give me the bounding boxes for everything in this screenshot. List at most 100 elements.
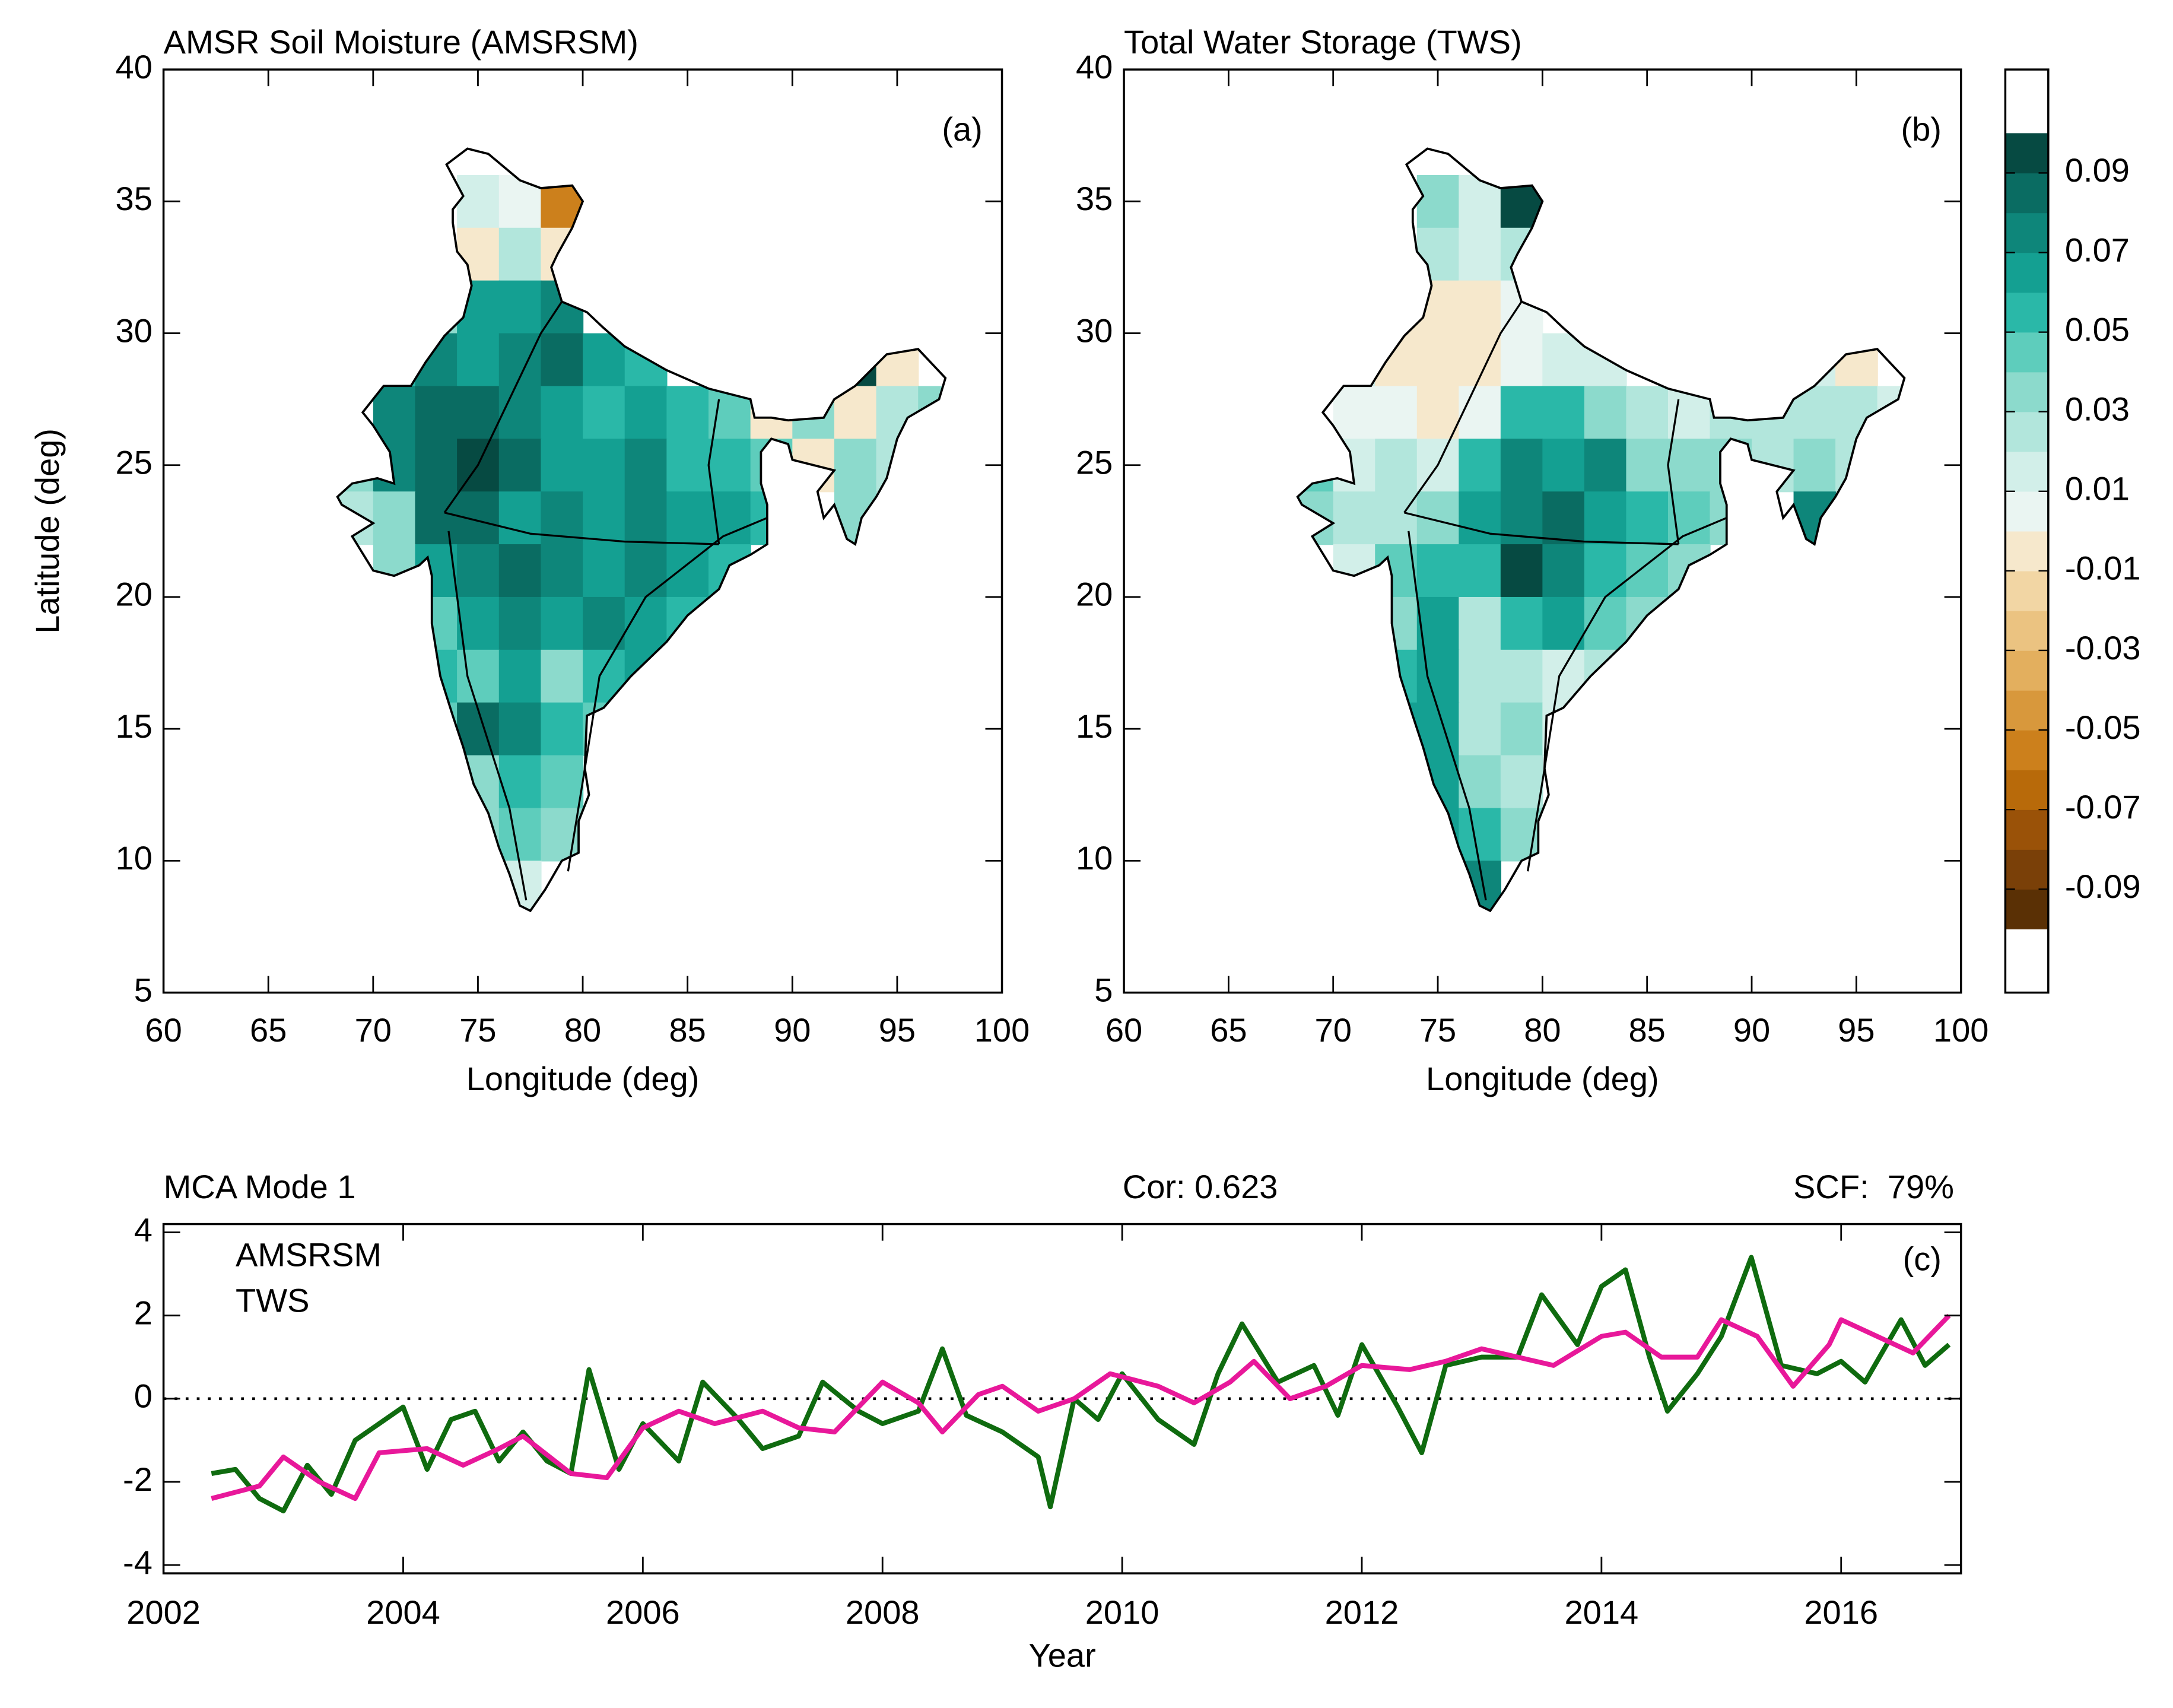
- grid-cell: [1416, 649, 1460, 703]
- region-boundary: [1667, 399, 1680, 545]
- y-tick-label: 30: [1076, 312, 1113, 349]
- colorbar-bin: [2005, 332, 2048, 373]
- grid-cell: [583, 702, 625, 756]
- grid-cell: [498, 649, 542, 703]
- grid-cell: [415, 386, 458, 440]
- grid-cell: [1667, 544, 1711, 598]
- grid-cell: [1459, 596, 1502, 650]
- grid-cell: [498, 596, 542, 650]
- grid-cell: [498, 544, 542, 598]
- grid-cell: [541, 439, 584, 493]
- grid-cell: [1584, 544, 1627, 598]
- grid-cell: [1375, 386, 1418, 440]
- panel-title: MCA Mode 1: [164, 1168, 356, 1205]
- colorbar-frame: [2004, 68, 2050, 994]
- grid-cell: [1542, 596, 1586, 650]
- grid-cell: [1584, 439, 1627, 493]
- cells: [337, 174, 946, 911]
- x-tick-label: 70: [355, 1011, 392, 1049]
- region-boundary: [443, 301, 563, 513]
- x-tick-label: 2006: [606, 1593, 680, 1631]
- grid-cell: [1375, 491, 1418, 545]
- grid-cell: [583, 544, 625, 598]
- x-tick-label: 100: [974, 1011, 1030, 1049]
- grid-cell: [1459, 808, 1502, 862]
- country-outline: [1296, 147, 1906, 913]
- grid-cell: [457, 227, 500, 281]
- grid-cell: [1500, 755, 1543, 809]
- x-tick-label: 90: [774, 1011, 811, 1049]
- grid-cell: [373, 386, 416, 440]
- grid-cell: [415, 280, 458, 334]
- colorbar-bin: [2005, 849, 2048, 890]
- colorbar-tick-label: -0.09: [2065, 868, 2141, 905]
- series-line: [211, 1313, 1951, 1501]
- grid-cell: [1877, 386, 1905, 440]
- y-tick-label: -2: [123, 1461, 153, 1498]
- panel-label: (b): [1901, 110, 1942, 148]
- region-boundary: [447, 531, 528, 901]
- grid-cell: [541, 649, 584, 703]
- x-tick-label: 2014: [1565, 1593, 1639, 1631]
- colorbar-tick-label: -0.05: [2065, 709, 2141, 746]
- colorbar-bin: [2005, 809, 2048, 850]
- grid-cell: [1459, 227, 1502, 281]
- annotation: SCF: 79%: [1793, 1168, 1954, 1205]
- grid-cell: [1333, 333, 1376, 387]
- grid-cell: [541, 333, 584, 387]
- grid-cell: [1542, 491, 1586, 545]
- grid-cell: [1793, 333, 1837, 387]
- grid-cell: [498, 755, 542, 809]
- y-tick-label: 5: [1094, 971, 1113, 1008]
- x-tick-label: 75: [459, 1011, 496, 1049]
- x-tick-label: 75: [1419, 1011, 1456, 1049]
- colorbar-bin: [2005, 730, 2048, 770]
- grid-cell: [666, 491, 710, 545]
- y-axis-label: Latitude (deg): [28, 428, 66, 634]
- grid-cell: [1459, 386, 1502, 440]
- grid-cell: [541, 227, 584, 281]
- colorbar-bin: [2005, 650, 2048, 691]
- grid-cell: [624, 439, 668, 493]
- colorbar-tick-label: 0.01: [2065, 470, 2130, 507]
- colorbar-bin: [2005, 690, 2048, 731]
- grid-cell: [1459, 280, 1502, 334]
- grid-cell: [541, 702, 584, 756]
- grid-cell: [1626, 491, 1669, 545]
- grid-cell: [624, 544, 668, 598]
- grid-cell: [1459, 702, 1502, 756]
- grid-cell: [1500, 333, 1543, 387]
- grid-cell: [498, 386, 542, 440]
- x-tick-label: 65: [1210, 1011, 1247, 1049]
- y-tick-label: 25: [116, 444, 153, 481]
- y-tick-label: 40: [1076, 48, 1113, 85]
- colorbar-bin: [2005, 292, 2048, 333]
- grid-cell: [1500, 386, 1543, 440]
- x-tick-label: 85: [1629, 1011, 1666, 1049]
- grid-cell: [1584, 491, 1627, 545]
- grid-cell: [457, 649, 500, 703]
- y-tick-label: 40: [116, 48, 153, 85]
- x-tick-label: 90: [1733, 1011, 1770, 1049]
- grid-cell: [1333, 544, 1376, 598]
- y-tick-label: 20: [1076, 576, 1113, 613]
- grid-cell: [1416, 596, 1460, 650]
- colorbar-tick-label: -0.07: [2065, 788, 2141, 826]
- y-tick-label: 2: [134, 1294, 153, 1332]
- y-tick-label: 15: [116, 707, 153, 745]
- x-tick-label: 2008: [846, 1593, 920, 1631]
- grid-cell: [624, 333, 668, 387]
- grid-cell: [457, 596, 500, 650]
- grid-cell: [750, 386, 793, 440]
- colorbar-bin: [2005, 411, 2048, 452]
- grid-cell: [1584, 596, 1627, 650]
- x-tick-label: 95: [879, 1011, 916, 1049]
- y-tick-label: 10: [116, 839, 153, 877]
- legend-entry: AMSRSM: [236, 1236, 382, 1273]
- grid-cell: [1710, 491, 1753, 545]
- colorbar-bin: [2005, 173, 2048, 214]
- region-boundary: [1526, 517, 1727, 872]
- grid-cell: [666, 439, 710, 493]
- grid-cell: [1710, 386, 1753, 440]
